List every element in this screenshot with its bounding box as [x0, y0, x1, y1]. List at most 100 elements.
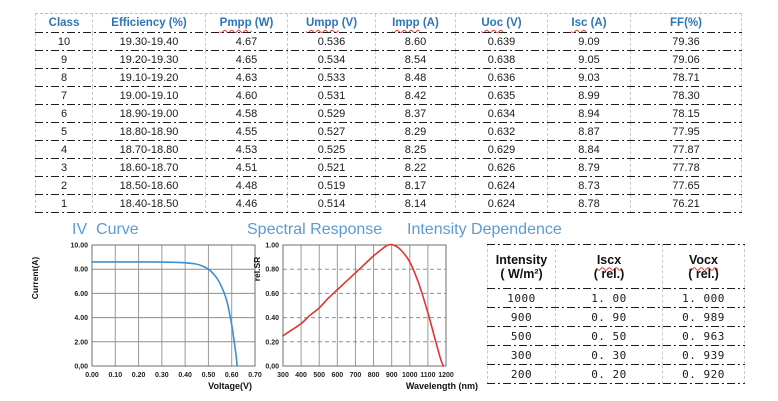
header-label-text: (V) — [338, 17, 358, 29]
y-tick-label: 2.00 — [74, 339, 88, 346]
x-tick-label: 600 — [331, 372, 343, 379]
table-cell: 0.527 — [288, 123, 376, 141]
misspelled-term: Umpp — [305, 17, 339, 29]
table-cell: 77.78 — [672, 162, 700, 174]
table-cell: 6 — [36, 105, 93, 123]
misspelled-term: Uoc — [481, 17, 504, 29]
table-cell: 4.51 — [206, 159, 288, 177]
table-cell: 7 — [36, 87, 93, 105]
section-title-intensity-dependence: Intensity Dependence — [407, 221, 562, 238]
column-header: Umpp (V) — [288, 14, 376, 33]
column-header: Isc (A) — [548, 14, 631, 33]
table-cell: 9.03 — [548, 69, 631, 87]
x-tick-label: 900 — [386, 372, 398, 379]
header-label-text: ( rel.) — [688, 266, 719, 281]
table-row: 4 18.70-18.80 4.53 0.525 8.25 0.629 8.84 77.87 — [35, 141, 742, 159]
header-label-text: (V) — [503, 17, 522, 29]
y-tick-label: 4.00 — [74, 315, 88, 322]
table-cell: 19.00-19.10 — [93, 87, 206, 105]
header-label-text: FF(%) — [670, 17, 702, 29]
x-tick-label: 0.20 — [132, 372, 146, 379]
table-cell: 4.60 — [206, 87, 288, 105]
x-tick-label: 700 — [350, 372, 362, 379]
table-cell: 4.67 — [206, 33, 288, 51]
table-cell: 3 — [36, 159, 93, 177]
table-cell: 18.50-18.60 — [93, 177, 206, 195]
table-cell: 200 — [488, 365, 556, 384]
table-cell: 0.536 — [288, 33, 376, 51]
table-cell: 8.54 — [376, 51, 456, 69]
table-cell: 8.22 — [376, 159, 456, 177]
table-row: 6 18.90-19.00 4.58 0.529 8.37 0.634 8.94 78.15 — [35, 105, 742, 123]
table-row: 2 18.50-18.60 4.48 0.519 8.17 0.624 8.73 77.65 — [35, 177, 742, 195]
table-header-row: Class Efficiency (%) Pmpp (W) Umpp (V) Impp … — [35, 14, 742, 33]
table-cell: 77.65 — [672, 180, 700, 192]
table-cell: 4.48 — [206, 177, 288, 195]
intensity-row: 300 0. 30 0. 939 — [487, 346, 745, 365]
table-cell: 19.30-19.40 — [93, 33, 206, 51]
x-tick-label: 800 — [368, 372, 380, 379]
header-label-text: (A) — [587, 17, 607, 29]
table-cell: 1. 00 — [556, 289, 663, 308]
table-cell: 0.525 — [288, 141, 376, 159]
x-tick-label: 500 — [313, 372, 325, 379]
x-axis-label: Voltage(V) — [208, 381, 252, 391]
table-cell: 8.14 — [376, 195, 456, 213]
table-cell: 18.40-18.50 — [93, 195, 206, 213]
table-cell: 78.30 — [672, 90, 700, 102]
table-cell: 79.06 — [672, 54, 700, 66]
x-tick-label: 0.60 — [225, 372, 239, 379]
table-cell: 500 — [488, 327, 556, 346]
table-cell: 4.63 — [206, 69, 288, 87]
plot-background — [92, 245, 255, 366]
table-cell: 8.84 — [548, 141, 631, 159]
table-cell: 0.626 — [456, 159, 548, 177]
table-cell: 0.636 — [456, 69, 548, 87]
table-row: 9 19.20-19.30 4.65 0.534 8.54 0.638 9.05 79.06 — [35, 51, 742, 69]
table-cell: 0.533 — [288, 69, 376, 87]
header-label-text: Class — [48, 17, 80, 29]
y-axis-label: Current(A) — [30, 257, 40, 300]
table-cell: 19.10-19.20 — [93, 69, 206, 87]
table-cell: 4 — [36, 141, 93, 159]
table-cell: 8.29 — [376, 123, 456, 141]
y-tick-label: 1.00 — [265, 243, 279, 250]
x-axis-label: Wavelength (nm) — [406, 381, 478, 391]
misspelled-term: Vocx — [689, 252, 718, 267]
header-label-line: ( W/m²) — [500, 266, 543, 281]
iv-curve-chart: 0.00 0.10 0.20 0.30 0.40 0.50 0.60 0.70 0,00 2.00… — [30, 243, 262, 392]
y-tick-label: 0.60 — [265, 291, 279, 298]
table-cell: 0.639 — [456, 33, 548, 51]
spectral-response-chart: 300 400 500 600 700 800 900 1000 1100 1200 0,00 0.2… — [252, 243, 478, 392]
table-cell: 0.529 — [288, 105, 376, 123]
table-cell: 79.36 — [672, 36, 700, 48]
x-tick-label: 1200 — [438, 372, 454, 379]
table-cell: 18.60-18.70 — [93, 159, 206, 177]
table-cell: 8.37 — [376, 105, 456, 123]
table-cell: 8.94 — [548, 105, 631, 123]
table-cell: 0.624 — [456, 195, 548, 213]
intensity-dependence-table: Intensity( W/m²) Iscx( rel.) Vocx( rel.) 10… — [487, 244, 745, 384]
table-cell: 8.25 — [376, 141, 456, 159]
table-cell: 0. 50 — [556, 327, 663, 346]
y-axis-label: rel.SR — [252, 257, 262, 282]
x-tick-label: 0.70 — [248, 372, 262, 379]
table-cell: 8.79 — [548, 159, 631, 177]
table-cell: 0.531 — [288, 87, 376, 105]
header-label-text: Efficiency (%) — [111, 17, 187, 29]
table-cell: 300 — [488, 346, 556, 365]
x-tick-label: 0.00 — [85, 372, 99, 379]
y-tick-label: 6.00 — [74, 291, 88, 298]
table-cell: 0.632 — [456, 123, 548, 141]
table-cell: 0.635 — [456, 87, 548, 105]
table-cell: 0. 30 — [556, 346, 663, 365]
table-cell: 18.70-18.80 — [93, 141, 206, 159]
table-cell: 0.629 — [456, 141, 548, 159]
column-header: Intensity( W/m²) — [488, 244, 556, 289]
misspelled-term: Iscx — [596, 252, 622, 267]
x-tick-label: 1100 — [420, 372, 435, 379]
table-cell: 9 — [36, 51, 93, 69]
intensity-row: 1000 1. 00 1. 000 — [487, 289, 745, 308]
plot-border — [91, 244, 256, 367]
